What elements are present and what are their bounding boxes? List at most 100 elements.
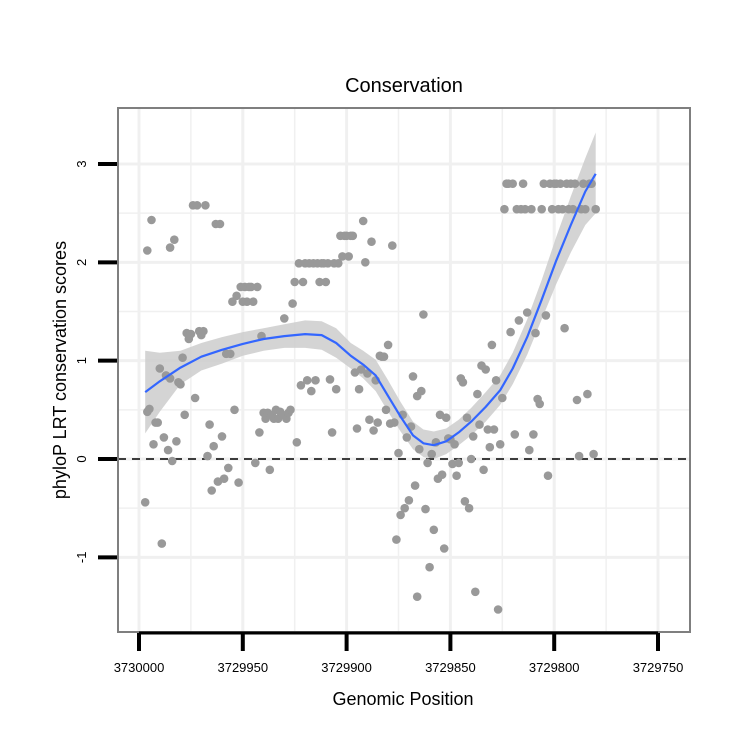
data-point [581, 204, 590, 214]
y-tick-label: 0 [74, 455, 89, 462]
data-point [207, 486, 216, 495]
data-point [383, 340, 393, 350]
data-point [527, 204, 536, 214]
data-point [471, 587, 480, 597]
data-point [157, 539, 167, 548]
x-tick-label: 3729750 [633, 660, 684, 675]
data-point [292, 438, 302, 447]
data-point [153, 418, 162, 427]
data-point [394, 448, 403, 458]
data-point [543, 471, 553, 481]
data-point [423, 458, 432, 468]
data-point [246, 282, 256, 292]
x-tick-label: 3729900 [321, 660, 372, 675]
data-point [344, 252, 354, 261]
data-point [485, 442, 495, 452]
data-point [437, 470, 447, 480]
data-point [560, 323, 569, 333]
data-point [570, 179, 580, 188]
data-point [468, 432, 478, 441]
data-point [462, 413, 472, 423]
data-point [415, 444, 424, 454]
data-point [508, 179, 517, 188]
data-point [286, 405, 295, 415]
data-point [315, 277, 324, 287]
data-point [356, 365, 366, 374]
data-point [404, 496, 414, 505]
data-point [506, 327, 515, 337]
data-point [280, 314, 289, 323]
data-point [421, 504, 430, 514]
data-point [458, 378, 468, 387]
data-point [302, 376, 312, 385]
data-point [400, 503, 410, 513]
data-point [325, 375, 335, 384]
data-point [475, 420, 484, 429]
data-point [373, 418, 383, 427]
data-point [224, 463, 233, 473]
data-point [481, 365, 491, 374]
data-point [410, 481, 420, 490]
x-axis: 3730000 3729950 3729900 3729850 3729800 37297… [114, 631, 684, 675]
plot-panel [118, 108, 690, 632]
data-point [491, 376, 501, 385]
data-point [358, 216, 368, 226]
data-point [500, 204, 509, 214]
data-point [288, 299, 297, 308]
data-point [321, 277, 331, 287]
data-point [331, 384, 341, 394]
data-point [379, 352, 389, 362]
data-point [172, 437, 181, 446]
data-point [149, 440, 158, 449]
data-point [441, 413, 451, 423]
data-point [579, 179, 588, 188]
data-point [234, 478, 243, 487]
data-point [425, 562, 434, 572]
data-point [365, 415, 374, 425]
data-point [408, 372, 418, 381]
data-point [473, 389, 482, 399]
data-point [483, 425, 493, 434]
data-point [290, 277, 300, 287]
data-point [572, 395, 582, 405]
data-point [145, 404, 154, 414]
data-point [294, 259, 304, 268]
data-point [334, 259, 343, 268]
data-point [518, 179, 528, 188]
data-point [547, 204, 557, 214]
y-axis-label: phyloP LRT conservation scores [50, 241, 70, 499]
data-points [140, 179, 600, 614]
data-point [369, 426, 378, 435]
data-point [568, 204, 578, 214]
data-point [251, 458, 260, 468]
data-point [252, 282, 262, 292]
data-point [327, 428, 337, 437]
x-tick-label: 3730000 [114, 660, 165, 675]
data-point [498, 393, 507, 403]
data-point [338, 252, 347, 261]
data-point [155, 364, 165, 373]
data-point [178, 353, 187, 363]
data-point [242, 297, 252, 307]
data-point [147, 215, 156, 225]
data-point [143, 246, 152, 255]
data-point [556, 179, 565, 188]
data-point [176, 380, 185, 389]
data-point [510, 430, 520, 439]
y-tick-label: -1 [74, 552, 89, 564]
data-point [479, 465, 488, 475]
data-point [537, 204, 546, 214]
data-point [574, 451, 584, 461]
data-point [464, 503, 474, 513]
data-point [298, 277, 308, 287]
data-point [419, 310, 428, 319]
data-point [392, 535, 401, 544]
y-tick-label: 2 [74, 259, 89, 266]
y-tick-label: 1 [74, 357, 89, 364]
x-tick-label: 3729950 [217, 660, 268, 675]
data-point [541, 311, 551, 320]
data-point [589, 449, 598, 459]
data-point [539, 179, 549, 188]
data-point [215, 219, 225, 229]
data-point [354, 384, 364, 394]
